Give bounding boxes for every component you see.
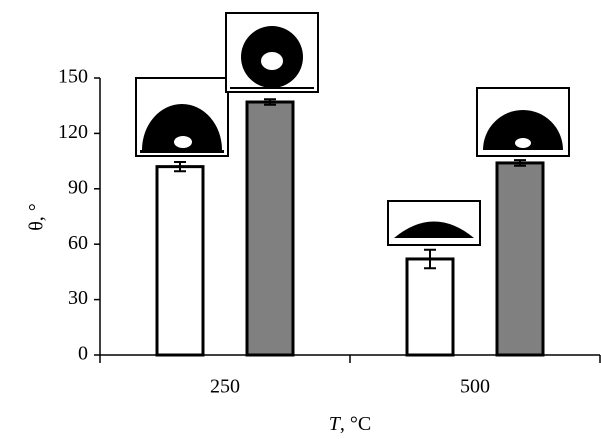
error-bar <box>264 98 276 106</box>
y-tick-label: 120 <box>58 121 88 143</box>
y-tick-label: 150 <box>58 66 88 88</box>
y-tick-label: 0 <box>78 343 88 365</box>
bar <box>155 165 205 357</box>
bar <box>405 257 455 357</box>
error-bar <box>514 159 526 167</box>
droplet-inset <box>476 87 570 157</box>
droplet-inset <box>387 200 481 246</box>
x-tick-label: 500 <box>460 376 490 398</box>
x-tick-label: 250 <box>210 376 240 398</box>
bar <box>245 100 295 357</box>
y-tick-label: 60 <box>68 232 88 254</box>
bar <box>495 161 545 357</box>
y-tick-label: 90 <box>68 176 88 198</box>
droplet-inset <box>135 77 229 157</box>
droplet-insets <box>135 12 570 246</box>
y-tick-label: 30 <box>68 287 88 309</box>
y-axis-label: θ, ° <box>26 203 48 231</box>
x-axis-label: T, °C <box>329 413 371 435</box>
droplet-inset <box>225 12 319 93</box>
error-bar <box>424 248 436 270</box>
error-bar <box>174 161 186 173</box>
